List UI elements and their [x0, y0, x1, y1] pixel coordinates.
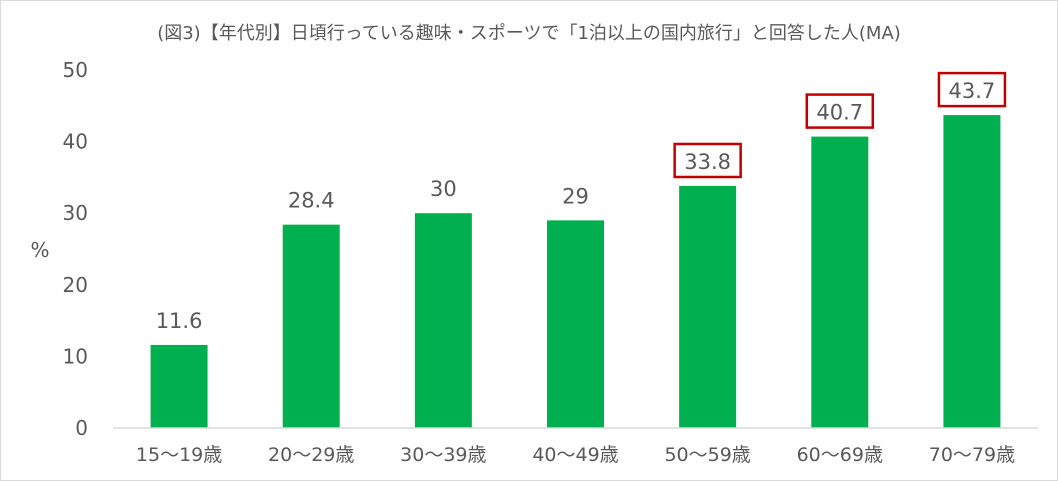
bar — [811, 136, 869, 428]
bar — [282, 224, 340, 428]
bar — [150, 344, 208, 428]
data-label: 11.6 — [156, 309, 203, 333]
y-tick-label: 50 — [63, 58, 88, 82]
bar — [943, 115, 1001, 428]
y-axis-ticks: 0 10 20 30 40 50 — [63, 58, 88, 440]
bar — [547, 220, 604, 428]
data-label: 29 — [562, 184, 589, 208]
highlight-box — [673, 142, 742, 179]
highlight-box — [937, 71, 1007, 108]
x-tick-label: 15〜19歳 — [136, 444, 222, 466]
x-tick-label: 70〜79歳 — [929, 444, 1015, 466]
x-axis-ticks: 15〜19歳 20〜29歳 30〜39歳 40〜49歳 50〜59歳 60〜69歳 70〜7… — [136, 444, 1015, 466]
x-tick-label: 20〜29歳 — [268, 444, 354, 466]
data-label: 30 — [430, 177, 457, 201]
data-label: 28.4 — [288, 189, 335, 213]
data-label: 40.7 — [816, 101, 863, 125]
bar — [414, 213, 472, 428]
highlight-box — [805, 93, 875, 129]
y-axis-label: % — [30, 238, 49, 262]
x-tick-label: 50〜59歳 — [664, 444, 750, 466]
x-tick-label: 30〜39歳 — [400, 444, 486, 466]
data-label: 33.8 — [684, 150, 731, 174]
x-tick-label: 60〜69歳 — [797, 444, 883, 466]
y-tick-label: 10 — [63, 344, 88, 368]
bar-series: 11.6 28.4 30 29 33.8 40.7 43.7 — [150, 71, 1007, 428]
y-tick-label: 30 — [63, 201, 88, 225]
chart-title: (図3)【年代別】日頃行っている趣味・スポーツで「1泊以上の国内旅行」と回答した… — [157, 23, 901, 44]
y-tick-label: 20 — [63, 273, 88, 297]
data-label: 43.7 — [949, 79, 996, 103]
y-tick-label: 0 — [75, 416, 88, 440]
y-tick-label: 40 — [63, 130, 88, 154]
bar — [679, 185, 737, 428]
x-tick-label: 40〜49歳 — [532, 444, 618, 466]
